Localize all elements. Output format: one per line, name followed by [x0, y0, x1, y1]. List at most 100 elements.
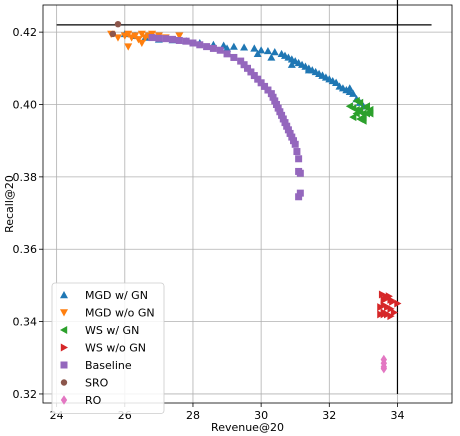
point-baseline [271, 97, 279, 105]
legend: MGD w/ GN MGD w/o GN WS w/ GN WS w/o GN Base… [51, 282, 165, 414]
legend-marker-ro [60, 395, 68, 405]
point-ws-w-o-gn [380, 310, 388, 319]
point-baseline [247, 68, 255, 76]
legend-label-ws-w-o-gn: WS w/o GN [85, 342, 146, 355]
point-baseline [254, 75, 262, 83]
point-baseline [196, 41, 204, 49]
point-mgd-w-gn [287, 60, 296, 68]
axis-ticks: 24 26 28 30 32 340.320.340.360.380.400.42 [13, 26, 405, 422]
point-mgd-w-gn [229, 42, 238, 50]
point-baseline [291, 140, 299, 148]
point-baseline [286, 129, 294, 137]
point-mgd-w-gn [304, 66, 313, 74]
point-mgd-w-gn [349, 89, 358, 97]
point-baseline [296, 169, 304, 177]
point-mgd-w-gn [250, 44, 259, 52]
point-baseline [257, 79, 265, 87]
point-ws-w-gn [352, 96, 360, 105]
x-tick-label: 28 [186, 409, 200, 422]
legend-marker-mgd-w-o-gn [60, 309, 68, 317]
point-ro [380, 363, 388, 374]
point-mgd-w-o-gn [134, 36, 143, 44]
point-mgd-w-o-gn [137, 30, 146, 38]
point-ws-w-o-gn [394, 299, 402, 308]
legend-marker-mgd-w-gn [60, 291, 68, 299]
point-mgd-w-o-gn [124, 43, 133, 51]
legend-marker-ws-w-o-gn [60, 343, 68, 352]
legend-label-ws-w-gn: WS w/ GN [85, 324, 139, 337]
point-baseline [240, 61, 248, 69]
point-mgd-w-o-gn [175, 32, 184, 40]
point-baseline [264, 86, 272, 94]
point-mgd-w-gn [223, 44, 232, 52]
point-baseline [175, 36, 183, 44]
point-mgd-w-gn [318, 71, 327, 79]
legend-marker-sro [60, 379, 68, 386]
point-baseline [269, 93, 277, 101]
legend-marker-baseline [60, 361, 68, 369]
point-sro [114, 20, 122, 28]
legend-label-mgd-w-gn: MGD w/ GN [85, 289, 148, 302]
legend-label-mgd-w-o-gn: MGD w/o GN [85, 307, 155, 320]
point-baseline [162, 35, 170, 43]
point-baseline [216, 46, 224, 54]
point-baseline [295, 193, 303, 201]
point-mgd-w-gn [267, 53, 276, 61]
x-tick-label: 34 [390, 409, 404, 422]
legend-label-baseline: Baseline [85, 359, 132, 372]
y-tick-label: 0.32 [13, 388, 38, 401]
point-baseline [279, 115, 287, 123]
point-baseline [261, 82, 269, 90]
point-baseline [223, 50, 231, 58]
point-mgd-w-o-gn [124, 30, 133, 38]
y-tick-label: 0.38 [13, 171, 38, 184]
point-baseline [283, 122, 291, 130]
point-ws-w-gn [359, 113, 367, 122]
point-baseline [274, 104, 282, 112]
legend-label-sro: SRO [85, 377, 109, 390]
point-ws-w-o-gn [389, 297, 397, 306]
x-axis-title: Revenue@20 [211, 421, 284, 434]
point-sro [109, 30, 117, 38]
point-baseline [293, 148, 301, 156]
point-baseline [278, 111, 286, 119]
x-tick-label: 32 [322, 409, 336, 422]
point-mgd-w-gn [253, 49, 262, 58]
legend-box [51, 282, 165, 414]
point-mgd-w-gn [240, 43, 249, 51]
point-baseline [295, 155, 303, 163]
point-baseline [272, 101, 280, 108]
point-baseline [284, 126, 292, 134]
point-baseline [237, 57, 245, 65]
point-mgd-w-gn [270, 48, 279, 56]
point-baseline [281, 119, 289, 127]
point-ws-w-gn [349, 113, 357, 122]
point-mgd-w-o-gn [131, 32, 140, 40]
point-ws-w-o-gn [385, 292, 393, 301]
point-baseline [209, 44, 217, 52]
point-baseline [203, 43, 211, 51]
point-baseline [182, 37, 190, 45]
point-mgd-w-gn [345, 84, 354, 92]
point-mgd-w-gn [257, 46, 266, 54]
y-tick-label: 0.42 [13, 26, 38, 39]
point-ws-w-o-gn [390, 308, 399, 317]
y-tick-label: 0.40 [13, 99, 38, 112]
point-baseline [267, 90, 275, 98]
y-tick-label: 0.34 [13, 316, 38, 329]
plot-frame [42, 4, 453, 404]
data-points [107, 20, 402, 374]
y-tick-label: 0.36 [13, 243, 38, 256]
point-baseline [189, 39, 197, 47]
point-mgd-w-gn [263, 46, 272, 55]
point-baseline [244, 64, 251, 72]
point-baseline [169, 35, 177, 43]
point-ws-w-gn [362, 102, 370, 111]
point-mgd-w-gn [332, 78, 341, 86]
legend-label-ro: RO [85, 394, 102, 407]
point-baseline [276, 108, 284, 116]
point-baseline [148, 34, 156, 42]
x-tick-label: 30 [254, 409, 268, 422]
point-mgd-w-o-gn [137, 39, 146, 47]
